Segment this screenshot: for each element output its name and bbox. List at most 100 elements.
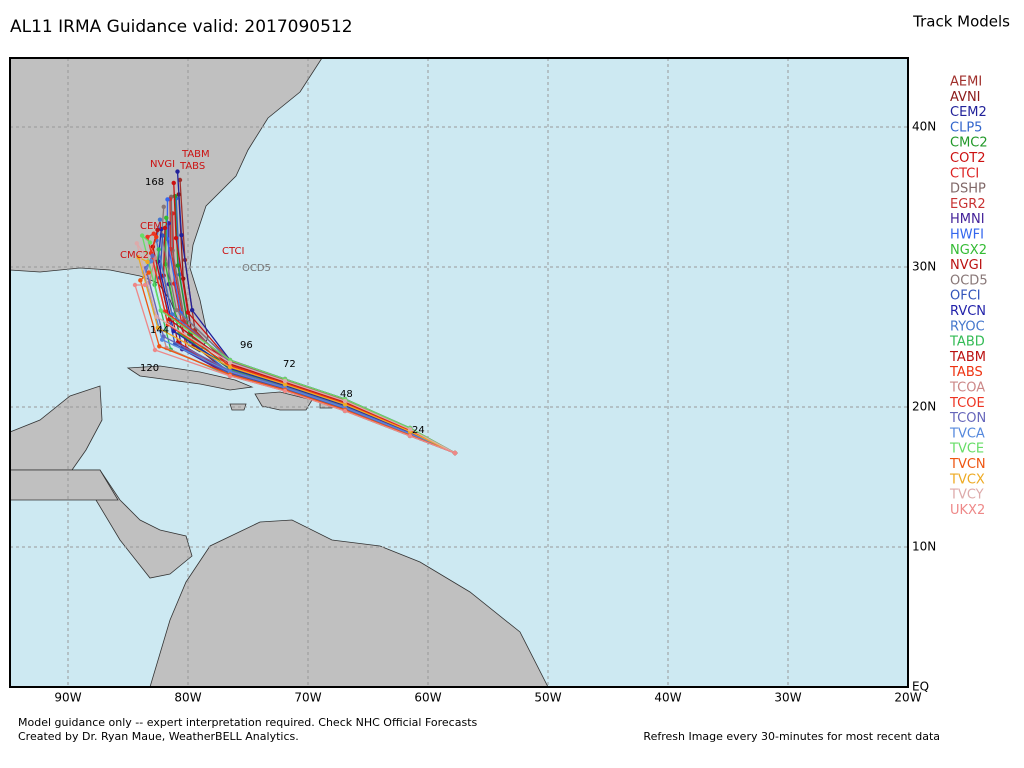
- track-point: [164, 215, 169, 221]
- map-label: CMC2: [120, 250, 149, 261]
- graticule: [10, 58, 908, 687]
- map-label: NVGI: [150, 159, 175, 170]
- track-point: [155, 325, 161, 331]
- track-point: [342, 402, 348, 407]
- legend-entry: AEMI: [950, 75, 982, 90]
- track-point: [158, 308, 163, 313]
- lon-label: 20W: [894, 691, 921, 705]
- track-point: [175, 169, 180, 174]
- track-point: [156, 247, 161, 252]
- track-point: [160, 233, 165, 238]
- lat-label: 10N: [912, 540, 936, 554]
- model-track: [157, 229, 456, 454]
- footer-note: Model guidance only -- expert interpreta…: [18, 716, 478, 729]
- legend-entry: CMC2: [950, 136, 988, 151]
- land: [9, 57, 549, 688]
- track-point: [282, 388, 288, 394]
- track-point: [452, 450, 458, 456]
- track-point: [162, 225, 168, 231]
- track-point: [155, 227, 160, 233]
- legend-entry: CLP5: [950, 120, 982, 135]
- legend-entry: HWFI: [950, 228, 984, 243]
- track-point: [154, 314, 159, 319]
- footer-credit: Created by Dr. Ryan Maue, WeatherBELL An…: [18, 730, 299, 743]
- legend-entry: TVCN: [949, 457, 986, 472]
- legend-entry: TVCX: [949, 472, 985, 487]
- map-label: 24: [412, 425, 425, 436]
- tracks: [132, 169, 458, 456]
- track-point: [407, 427, 413, 432]
- track-point: [144, 254, 149, 259]
- legend-entry: TCOE: [949, 396, 985, 411]
- lat-label: EQ: [912, 680, 929, 694]
- legend-title: Track Models: [912, 13, 1010, 31]
- legend-entry: TCON: [949, 411, 986, 426]
- map-label: 72: [283, 359, 296, 370]
- track-point: [142, 282, 148, 288]
- track-point: [177, 177, 183, 183]
- track-point: [407, 433, 413, 439]
- track-point: [282, 382, 288, 387]
- legend-entry: TABD: [949, 335, 985, 350]
- track-point: [157, 217, 163, 222]
- model-track: [134, 284, 456, 454]
- track-point: [159, 226, 164, 232]
- track-point: [171, 328, 176, 334]
- model-track: [136, 242, 456, 454]
- title: AL11 IRMA Guidance valid: 2017090512: [10, 17, 353, 37]
- track-point: [282, 378, 288, 384]
- track-point: [179, 232, 184, 238]
- map-label: TABM: [181, 149, 210, 160]
- track-point: [145, 234, 150, 240]
- track-point: [185, 310, 191, 315]
- legend-entry: TABM: [949, 350, 986, 365]
- map-label: OCD5: [242, 263, 271, 274]
- legend-entry: OCD5: [950, 273, 988, 288]
- track-point: [159, 337, 165, 342]
- track-point: [174, 307, 179, 313]
- lat-label: 40N: [912, 120, 936, 134]
- legend-entry: HMNI: [950, 212, 985, 227]
- track-point: [189, 307, 195, 313]
- track-point: [147, 240, 153, 245]
- model-track: [139, 272, 456, 454]
- legend-entry: COT2: [950, 151, 986, 166]
- track-point: [134, 241, 139, 246]
- lon-label: 80W: [174, 691, 201, 705]
- map-frame: [9, 57, 909, 688]
- track-point: [175, 263, 181, 268]
- lat-label: 30N: [912, 260, 936, 274]
- legend-entry: NVGI: [950, 258, 983, 273]
- model-track: [137, 255, 456, 454]
- legend-entry: CTCI: [950, 166, 979, 181]
- track-point: [157, 344, 162, 349]
- track-point: [154, 234, 159, 240]
- legend-entry: DSHP: [950, 182, 986, 197]
- legend-entry: CEM2: [950, 105, 987, 120]
- lon-label: 30W: [774, 691, 801, 705]
- track-point: [173, 235, 179, 241]
- track-point: [227, 364, 233, 370]
- map-label: 144: [150, 325, 169, 336]
- map-label: CEM2: [140, 221, 168, 232]
- lon-label: 90W: [54, 691, 81, 705]
- track-point: [151, 231, 156, 236]
- legend-entry: OFCI: [950, 289, 981, 304]
- map-label: TABS: [179, 161, 205, 172]
- lon-label: 70W: [294, 691, 321, 705]
- track-point: [150, 253, 155, 258]
- lon-label: 60W: [414, 691, 441, 705]
- track-point: [227, 373, 233, 379]
- lat-label: 20N: [912, 400, 936, 414]
- legend-entry: TABS: [949, 365, 983, 380]
- track-point: [138, 278, 143, 283]
- legend-entry: TVCA: [949, 426, 985, 441]
- map-label: 120: [140, 363, 159, 374]
- track-point: [167, 317, 172, 322]
- track-point: [149, 259, 154, 264]
- track-point: [132, 282, 138, 288]
- lon-label: 40W: [654, 691, 681, 705]
- lon-label: 50W: [534, 691, 561, 705]
- map-label: 48: [340, 389, 353, 400]
